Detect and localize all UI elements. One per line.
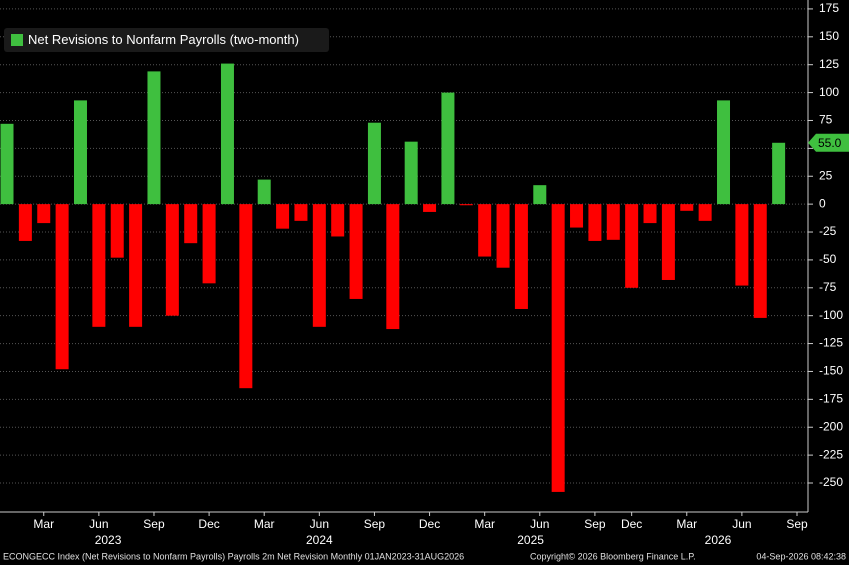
year-label: 2025 (517, 533, 544, 547)
y-tick-label: -200 (819, 419, 843, 433)
bar (184, 204, 198, 244)
year-label: 2026 (705, 533, 732, 547)
y-tick-label: -225 (819, 447, 843, 461)
y-tick-label: 150 (819, 29, 839, 43)
x-tick-label: Mar (33, 517, 54, 531)
bar (423, 204, 437, 212)
legend-label: Net Revisions to Nonfarm Payrolls (two-m… (28, 32, 299, 47)
bar (239, 204, 253, 389)
bar (276, 204, 290, 229)
x-tick-label: Sep (143, 517, 165, 531)
x-tick-label: Dec (198, 517, 219, 531)
bar (386, 204, 400, 330)
bar (496, 204, 510, 268)
x-tick-label: Jun (89, 517, 108, 531)
footer-left: ECONGECC Index (Net Revisions to Nonfarm… (3, 551, 464, 561)
year-label: 2024 (306, 533, 333, 547)
bar (514, 204, 528, 309)
y-tick-label: -125 (819, 336, 843, 350)
footer-right: 04-Sep-2026 08:42:38 (756, 551, 846, 561)
bar (717, 100, 731, 205)
bar (753, 204, 767, 318)
x-tick-label: Sep (364, 517, 386, 531)
bar (698, 204, 712, 221)
bar (257, 179, 271, 205)
y-tick-label: -150 (819, 364, 843, 378)
bar (404, 141, 418, 205)
bar (110, 204, 124, 258)
bar (441, 92, 455, 205)
bar (129, 204, 143, 327)
x-tick-label: Dec (419, 517, 440, 531)
bar (459, 204, 473, 206)
bar (18, 204, 32, 241)
bar (478, 204, 492, 257)
bar (643, 204, 657, 224)
bar (55, 204, 69, 370)
bar (367, 122, 381, 205)
last-value-label: 55.0 (818, 136, 842, 150)
bar (37, 204, 51, 224)
x-tick-label: Sep (584, 517, 606, 531)
bar (92, 204, 106, 327)
x-tick-label: Sep (786, 517, 808, 531)
y-tick-label: 0 (819, 196, 826, 210)
y-tick-label: -250 (819, 475, 843, 489)
bar (73, 100, 87, 205)
bar (625, 204, 639, 288)
footer-center: Copyright© 2026 Bloomberg Finance L.P. (530, 551, 696, 561)
bar (294, 204, 308, 221)
bar (661, 204, 675, 280)
bar (588, 204, 602, 241)
x-tick-label: Mar (676, 517, 697, 531)
x-tick-label: Mar (474, 517, 495, 531)
bar (772, 142, 786, 205)
bar (202, 204, 216, 284)
bar (551, 204, 565, 492)
bar (165, 204, 179, 316)
bar (220, 63, 234, 205)
bar (570, 204, 584, 228)
y-tick-label: 100 (819, 85, 839, 99)
bar (606, 204, 620, 240)
x-tick-label: Mar (254, 517, 275, 531)
y-tick-label: -100 (819, 308, 843, 322)
legend-box (4, 28, 329, 52)
x-tick-label: Dec (621, 517, 642, 531)
year-label: 2023 (95, 533, 122, 547)
y-tick-label: -50 (819, 252, 837, 266)
x-tick-label: Jun (530, 517, 549, 531)
bar (0, 123, 14, 205)
bar (349, 204, 363, 299)
x-tick-label: Jun (732, 517, 751, 531)
x-tick-label: Jun (310, 517, 329, 531)
bar (680, 204, 694, 211)
legend-swatch (11, 34, 23, 46)
bar (147, 71, 161, 205)
bar (735, 204, 749, 286)
bars (0, 63, 786, 492)
y-tick-label: -25 (819, 224, 837, 238)
y-tick-label: 25 (819, 168, 833, 182)
bar (312, 204, 326, 327)
last-value-tag (808, 133, 849, 152)
y-tick-label: 125 (819, 57, 839, 71)
y-tick-label: 75 (819, 113, 833, 127)
bar (331, 204, 345, 237)
y-tick-label: -175 (819, 392, 843, 406)
bar (533, 185, 547, 205)
y-tick-label: -75 (819, 280, 837, 294)
y-tick-label: 175 (819, 1, 839, 15)
